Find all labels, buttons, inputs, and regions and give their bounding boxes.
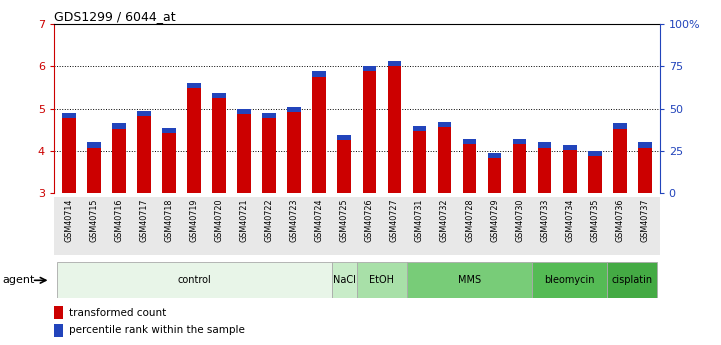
Bar xyxy=(112,124,126,193)
Bar xyxy=(337,135,351,193)
Bar xyxy=(487,153,501,193)
Text: GSM40720: GSM40720 xyxy=(215,198,224,242)
Bar xyxy=(112,124,126,129)
Bar xyxy=(312,71,326,193)
Text: agent: agent xyxy=(2,275,35,285)
Text: GDS1299 / 6044_at: GDS1299 / 6044_at xyxy=(54,10,176,23)
Text: GSM40734: GSM40734 xyxy=(565,198,574,242)
Bar xyxy=(412,126,426,193)
Bar xyxy=(162,128,176,133)
Text: GSM40714: GSM40714 xyxy=(65,198,74,242)
Bar xyxy=(262,113,276,193)
Bar xyxy=(388,61,402,193)
Text: GSM40723: GSM40723 xyxy=(290,198,298,242)
Bar xyxy=(137,111,151,116)
Bar xyxy=(62,113,76,193)
Bar xyxy=(463,139,477,144)
Bar xyxy=(87,142,101,193)
Bar xyxy=(538,142,552,148)
Text: GSM40729: GSM40729 xyxy=(490,198,499,242)
Bar xyxy=(588,151,601,156)
Text: GSM40735: GSM40735 xyxy=(590,198,599,242)
Bar xyxy=(487,153,501,158)
Bar xyxy=(638,142,652,193)
Bar xyxy=(332,262,357,298)
Text: GSM40715: GSM40715 xyxy=(89,198,99,242)
Bar xyxy=(438,122,451,193)
Bar xyxy=(607,262,658,298)
Text: bleomycin: bleomycin xyxy=(544,275,595,285)
Bar xyxy=(137,111,151,193)
Text: GSM40728: GSM40728 xyxy=(465,198,474,242)
Bar xyxy=(562,145,577,150)
Text: GSM40725: GSM40725 xyxy=(340,198,349,242)
Bar xyxy=(513,139,526,144)
Text: GSM40719: GSM40719 xyxy=(190,198,199,242)
Bar xyxy=(312,71,326,77)
Bar xyxy=(54,324,63,337)
Text: GSM40731: GSM40731 xyxy=(415,198,424,242)
Bar xyxy=(262,113,276,118)
Bar xyxy=(613,124,627,129)
Bar xyxy=(162,128,176,193)
Bar xyxy=(538,142,552,193)
Text: GSM40724: GSM40724 xyxy=(315,198,324,242)
Bar xyxy=(187,83,201,193)
Bar xyxy=(532,262,607,298)
Bar xyxy=(588,151,601,193)
Bar xyxy=(407,262,532,298)
Text: GSM40733: GSM40733 xyxy=(540,198,549,242)
Bar xyxy=(357,262,407,298)
Text: NaCl: NaCl xyxy=(333,275,356,285)
Text: GSM40732: GSM40732 xyxy=(440,198,449,242)
Text: GSM40717: GSM40717 xyxy=(140,198,149,242)
Text: EtOH: EtOH xyxy=(369,275,394,285)
Bar xyxy=(56,262,332,298)
Bar xyxy=(213,92,226,193)
Bar xyxy=(562,145,577,193)
Bar xyxy=(213,92,226,98)
Text: GSM40727: GSM40727 xyxy=(390,198,399,242)
Bar xyxy=(513,139,526,193)
Text: transformed count: transformed count xyxy=(69,308,167,318)
Text: GSM40737: GSM40737 xyxy=(640,198,649,242)
Bar xyxy=(288,107,301,112)
Text: control: control xyxy=(177,275,211,285)
Text: GSM40726: GSM40726 xyxy=(365,198,374,242)
Bar xyxy=(638,142,652,148)
Bar xyxy=(337,135,351,140)
Bar xyxy=(613,124,627,193)
Text: GSM40730: GSM40730 xyxy=(515,198,524,242)
Bar xyxy=(363,66,376,193)
Text: GSM40736: GSM40736 xyxy=(615,198,624,242)
Bar xyxy=(412,126,426,131)
Text: percentile rank within the sample: percentile rank within the sample xyxy=(69,325,245,335)
Text: MMS: MMS xyxy=(458,275,481,285)
Bar xyxy=(62,113,76,118)
Bar xyxy=(54,306,63,319)
Text: GSM40718: GSM40718 xyxy=(164,198,174,242)
Text: GSM40716: GSM40716 xyxy=(115,198,123,242)
Bar xyxy=(288,107,301,193)
Bar xyxy=(187,83,201,88)
Text: cisplatin: cisplatin xyxy=(611,275,653,285)
Bar xyxy=(237,109,251,193)
Bar xyxy=(438,122,451,127)
Bar xyxy=(388,61,402,66)
Bar xyxy=(87,142,101,148)
Text: GSM40721: GSM40721 xyxy=(240,198,249,242)
Bar xyxy=(237,109,251,114)
Bar xyxy=(463,139,477,193)
Text: GSM40722: GSM40722 xyxy=(265,198,274,242)
Bar xyxy=(363,66,376,71)
